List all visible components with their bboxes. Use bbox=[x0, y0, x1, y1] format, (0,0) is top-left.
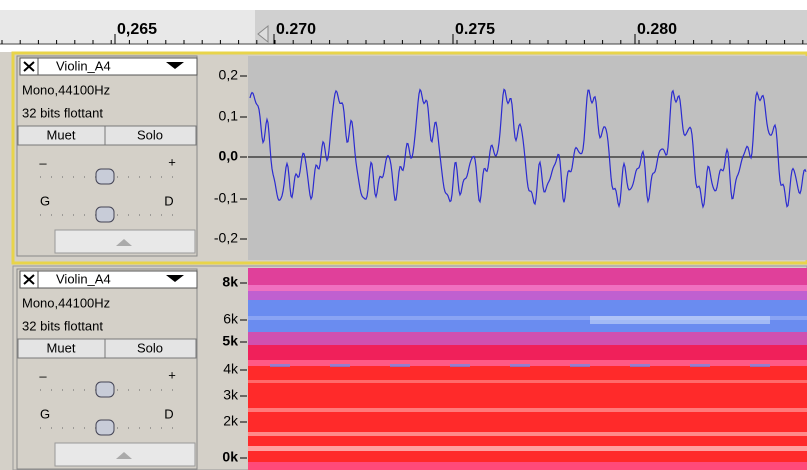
track-name[interactable]: Violin_A4 bbox=[56, 271, 111, 286]
spectrogram-band bbox=[248, 268, 807, 285]
pan-thumb[interactable] bbox=[95, 419, 115, 436]
spectrogram-band bbox=[248, 316, 807, 320]
spectrogram-band bbox=[248, 380, 807, 383]
spectrogram-band bbox=[248, 462, 807, 470]
axis-label: 6k bbox=[223, 311, 239, 327]
solo-label[interactable]: Solo bbox=[137, 127, 163, 142]
axis-label: 5k bbox=[222, 333, 238, 349]
spectrogram-band bbox=[248, 291, 807, 300]
ruler-selection[interactable] bbox=[255, 10, 807, 44]
gain-plus: + bbox=[168, 154, 176, 169]
spectrogram-highlight bbox=[570, 364, 590, 367]
vertical-ruler bbox=[198, 56, 248, 256]
track-format: Mono,44100Hz bbox=[22, 82, 110, 97]
track-panel bbox=[16, 55, 198, 257]
axis-label: -0,2 bbox=[214, 230, 238, 246]
track-panel bbox=[16, 268, 198, 470]
spectrogram-highlight bbox=[690, 364, 710, 367]
waveform bbox=[249, 88, 807, 209]
pan-left: G bbox=[40, 406, 50, 421]
track-format: Mono,44100Hz bbox=[22, 295, 110, 310]
spectrogram-band bbox=[248, 332, 807, 345]
spectrogram-band bbox=[248, 408, 807, 412]
mute-label[interactable]: Muet bbox=[47, 340, 76, 355]
track-bits: 32 bits flottant bbox=[22, 105, 103, 120]
spectrogram-band bbox=[248, 345, 807, 360]
track-name[interactable]: Violin_A4 bbox=[56, 58, 111, 73]
track-panels: Violin_A4 Mono,44100Hz 32 bits flottant Mue… bbox=[16, 55, 248, 470]
spectrogram-highlight bbox=[590, 316, 770, 324]
dropdown-arrow bbox=[166, 62, 184, 69]
vertical-ruler bbox=[198, 269, 248, 469]
ruler-left bbox=[0, 10, 255, 44]
spectrogram-band bbox=[248, 360, 807, 366]
spectrogram-highlight bbox=[510, 364, 530, 367]
track-menu[interactable] bbox=[37, 270, 198, 289]
pan-right: D bbox=[164, 406, 173, 421]
spectrogram-highlight bbox=[270, 364, 290, 367]
close-icon bbox=[23, 274, 35, 285]
ruler-label: 0,265 bbox=[117, 21, 157, 38]
spectrogram-band bbox=[248, 285, 807, 291]
track-menu[interactable] bbox=[37, 57, 198, 76]
solo-button[interactable] bbox=[104, 338, 197, 359]
ruler-label: 0.275 bbox=[455, 21, 495, 38]
play-head-marker[interactable] bbox=[257, 24, 269, 44]
gain-thumb[interactable] bbox=[95, 168, 115, 185]
axis-label: 0,1 bbox=[219, 108, 239, 124]
axis-label: 0k bbox=[222, 449, 238, 465]
gain-minus: – bbox=[39, 155, 47, 170]
collapse-icon bbox=[116, 452, 132, 459]
ruler-label: 0.280 bbox=[637, 21, 677, 38]
pan-thumb[interactable] bbox=[95, 206, 115, 223]
spectrogram-highlight bbox=[450, 364, 470, 367]
spectrogram-band bbox=[248, 366, 807, 470]
axis-label: 3k bbox=[223, 387, 239, 403]
spectrogram-highlight bbox=[630, 364, 650, 367]
mute-label[interactable]: Muet bbox=[47, 127, 76, 142]
gain-thumb[interactable] bbox=[95, 381, 115, 398]
spectrogram-highlight bbox=[390, 364, 410, 367]
ruler-label: 0.270 bbox=[276, 21, 316, 38]
gain-minus: – bbox=[39, 368, 47, 383]
solo-button[interactable] bbox=[104, 125, 197, 146]
dropdown-arrow bbox=[166, 275, 184, 282]
axis-label: 4k bbox=[223, 361, 239, 377]
axis-label: 0,2 bbox=[219, 67, 239, 83]
ruler-ticks: 0,265 0.270 0.275 0.280 bbox=[1, 21, 804, 44]
spectrogram-band bbox=[248, 446, 807, 451]
axis-label: 0,0 bbox=[219, 148, 239, 164]
axis-label: 8k bbox=[222, 274, 238, 290]
waveform-bg[interactable] bbox=[248, 56, 807, 260]
axis-label: -0,1 bbox=[214, 190, 238, 206]
solo-label[interactable]: Solo bbox=[137, 340, 163, 355]
axis-label: 2k bbox=[223, 413, 239, 429]
pan-left: G bbox=[40, 193, 50, 208]
spectrogram-highlight bbox=[330, 364, 350, 367]
spectrogram-band bbox=[248, 432, 807, 436]
close-icon bbox=[23, 61, 35, 72]
pan-right: D bbox=[164, 193, 173, 208]
spectrogram-highlight bbox=[750, 364, 770, 367]
collapse-icon bbox=[116, 239, 132, 246]
gain-plus: + bbox=[168, 367, 176, 382]
spectrogram[interactable] bbox=[248, 268, 807, 470]
track-bits: 32 bits flottant bbox=[22, 318, 103, 333]
